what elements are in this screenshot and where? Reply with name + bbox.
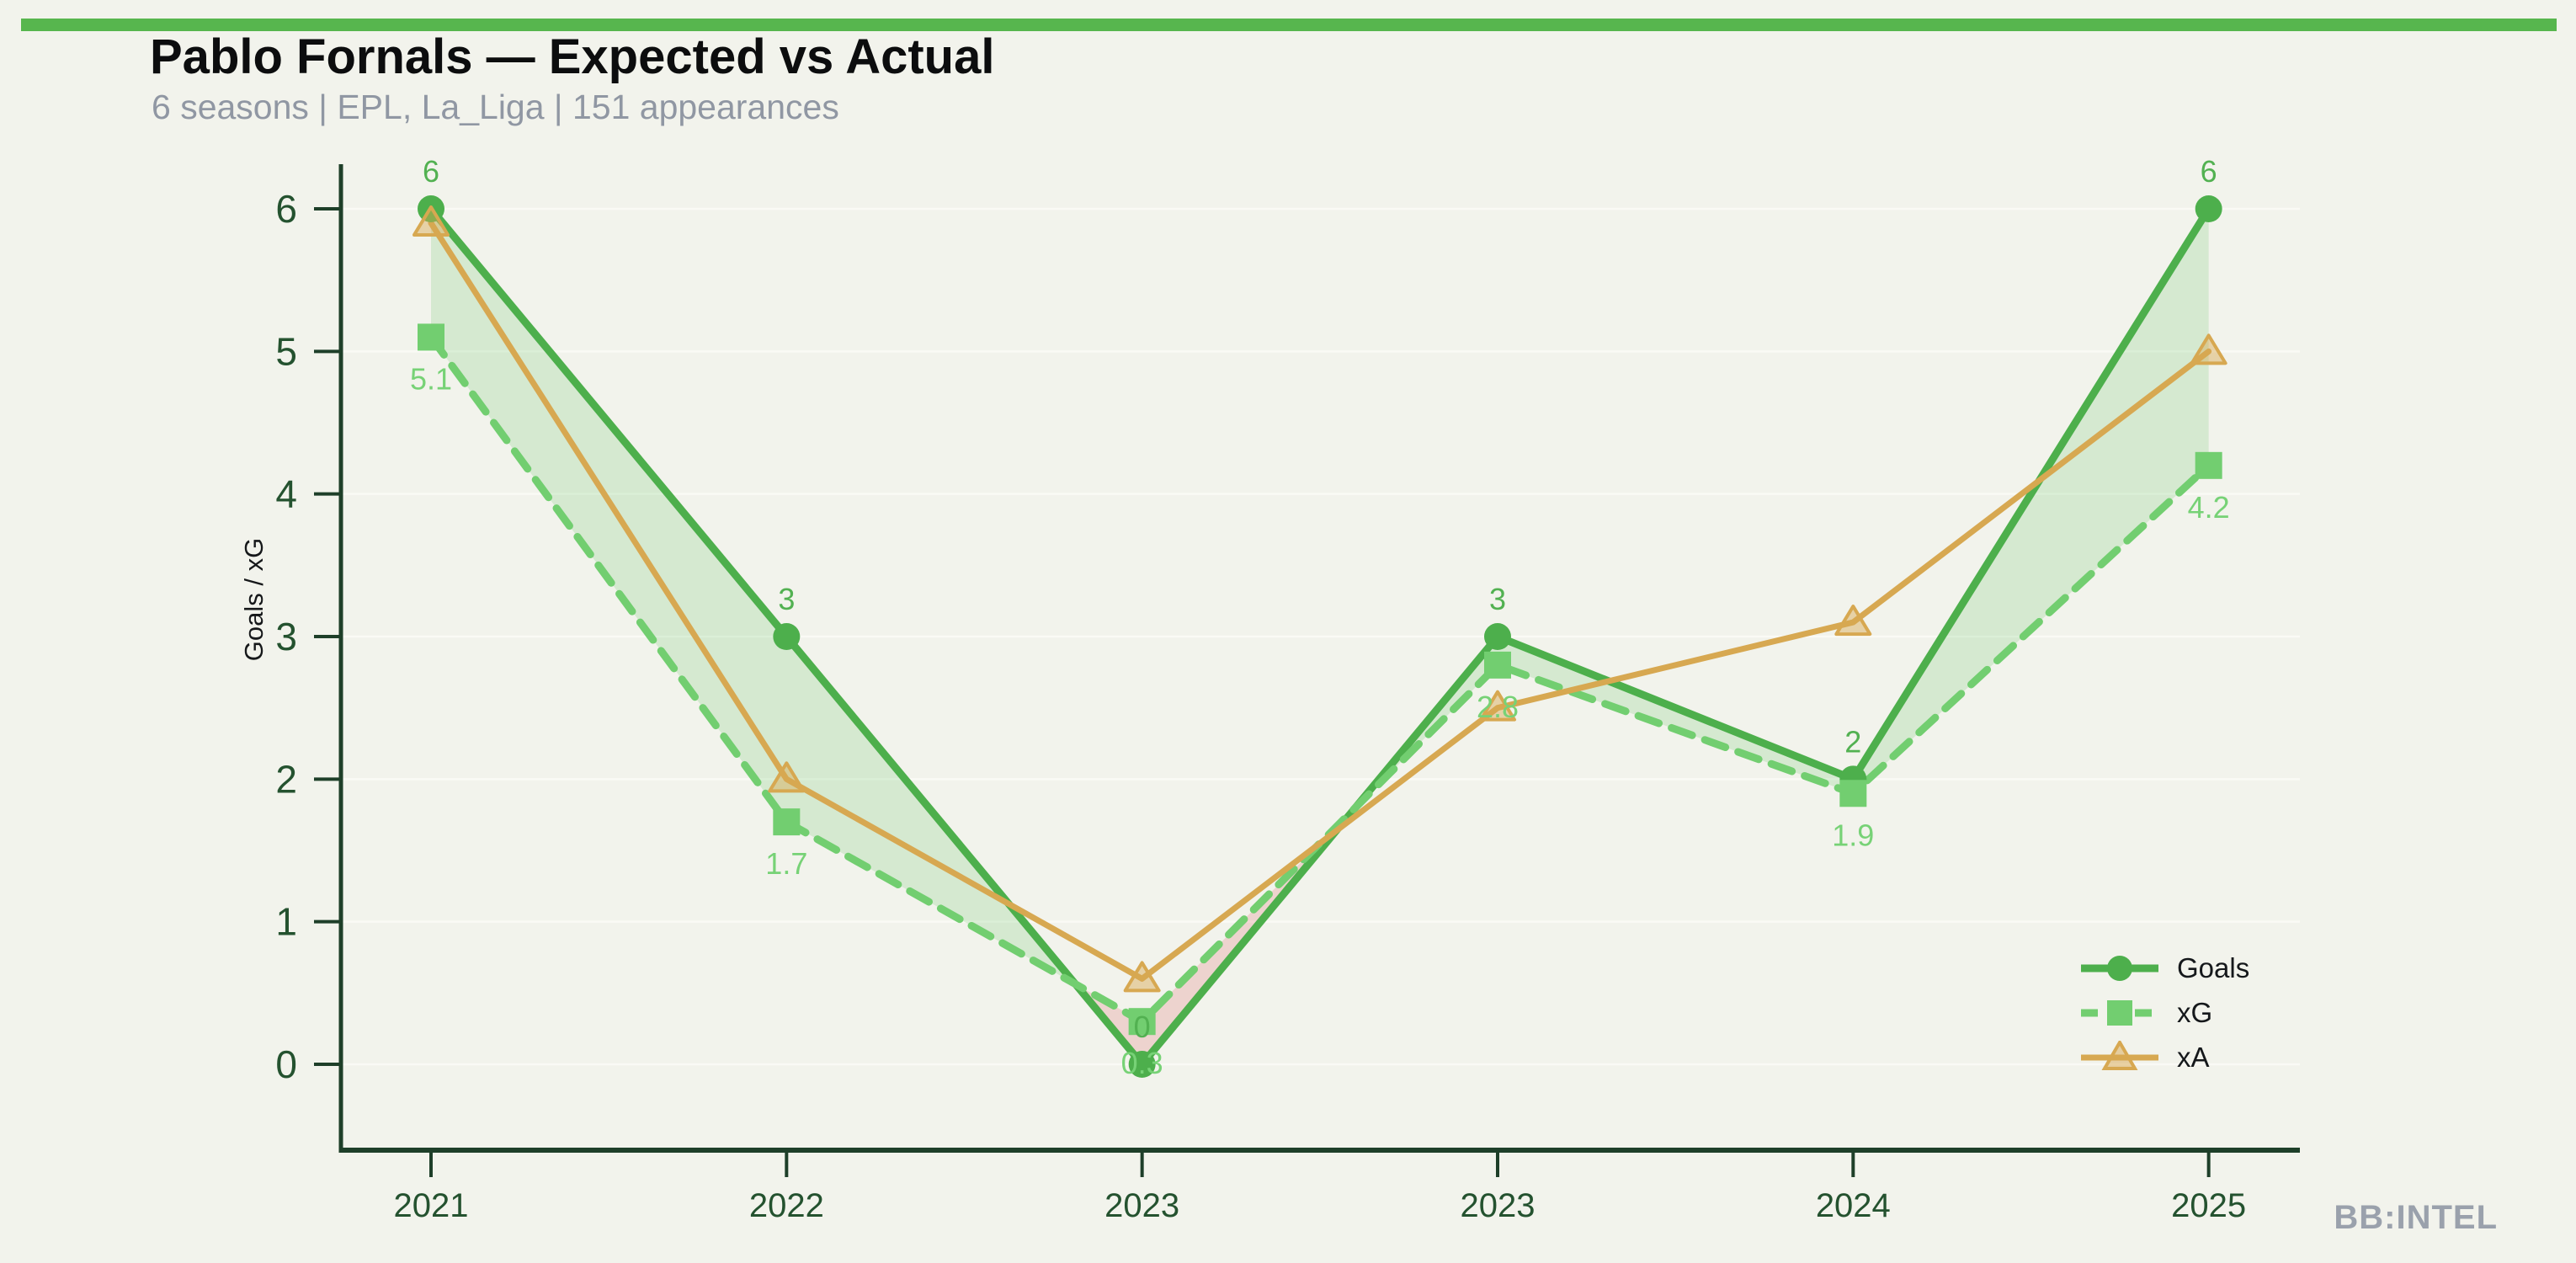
y-tick-label: 4 [275, 472, 297, 516]
chart-legend: Goals xG xA [2079, 950, 2249, 1076]
goals-data-label: 6 [2201, 154, 2217, 189]
xa-legend-marker-icon [2081, 1041, 2158, 1070]
legend-label: Goals [2177, 952, 2250, 983]
accent-top-bar [21, 19, 2557, 31]
x-tick-label: 2023 [1104, 1187, 1179, 1224]
xg-marker [418, 323, 444, 351]
x-tick-label: 2022 [749, 1187, 824, 1224]
legend-label: xA [2177, 1042, 2210, 1073]
y-tick-label: 1 [275, 900, 297, 944]
x-tick-label: 2021 [394, 1187, 469, 1224]
y-tick-label: 6 [275, 187, 297, 231]
goals-marker [2195, 195, 2222, 223]
y-tick-label: 3 [275, 615, 297, 658]
goals-marker [1128, 1051, 1156, 1078]
xg-marker [1128, 1008, 1156, 1036]
page-title: Pablo Fornals — Expected vs Actual [150, 29, 995, 84]
y-tick-label: 5 [275, 329, 297, 373]
xg-data-label: 0.3 [1121, 1046, 1163, 1080]
goals-legend-marker-icon [2081, 956, 2158, 981]
goals-data-label: 3 [778, 582, 795, 616]
y-tick-label: 2 [275, 757, 297, 801]
watermark-logo: BB:INTEL [2334, 1199, 2498, 1236]
legend-item-xg: xG [2079, 994, 2249, 1031]
xa-marker [2190, 333, 2227, 365]
xg-data-label: 1.7 [765, 846, 807, 881]
legend-item-xa: xA [2079, 1039, 2249, 1076]
xg-marker [2195, 451, 2222, 479]
x-tick-label: 2025 [2171, 1187, 2246, 1224]
xg-data-label: 5.1 [410, 361, 452, 396]
xa-marker [1478, 690, 1516, 722]
xa-marker [768, 761, 806, 793]
xa-marker [1123, 961, 1161, 993]
xa-marker [1834, 605, 1872, 637]
xg-data-label: 1.9 [1832, 818, 1874, 852]
x-tick-label: 2023 [1460, 1187, 1535, 1224]
xg-data-label: 2.8 [1477, 690, 1519, 724]
goals-data-label: 3 [1489, 582, 1506, 616]
goals-marker [773, 623, 801, 651]
x-tick-label: 2024 [1816, 1187, 1891, 1224]
goals-data-label: 6 [423, 154, 439, 189]
xg-marker [1839, 780, 1867, 807]
chart-subtitle: 6 seasons | EPL, La_Liga | 151 appearanc… [152, 88, 839, 126]
xa-line [428, 220, 2212, 982]
goals-data-label: 0 [1134, 1010, 1151, 1044]
xa-marker [412, 205, 450, 237]
xg-data-label: 4.2 [2188, 490, 2230, 525]
legend-label: xG [2177, 997, 2213, 1028]
y-tick-label: 0 [275, 1042, 297, 1086]
goals-data-label: 2 [1844, 724, 1861, 759]
xg-legend-marker-icon [2081, 1000, 2158, 1026]
goals-line [427, 205, 2213, 1068]
xg-marker [773, 808, 801, 836]
goals-marker [1483, 623, 1511, 651]
xg-marker [1483, 651, 1511, 679]
legend-item-goals: Goals [2079, 950, 2249, 987]
